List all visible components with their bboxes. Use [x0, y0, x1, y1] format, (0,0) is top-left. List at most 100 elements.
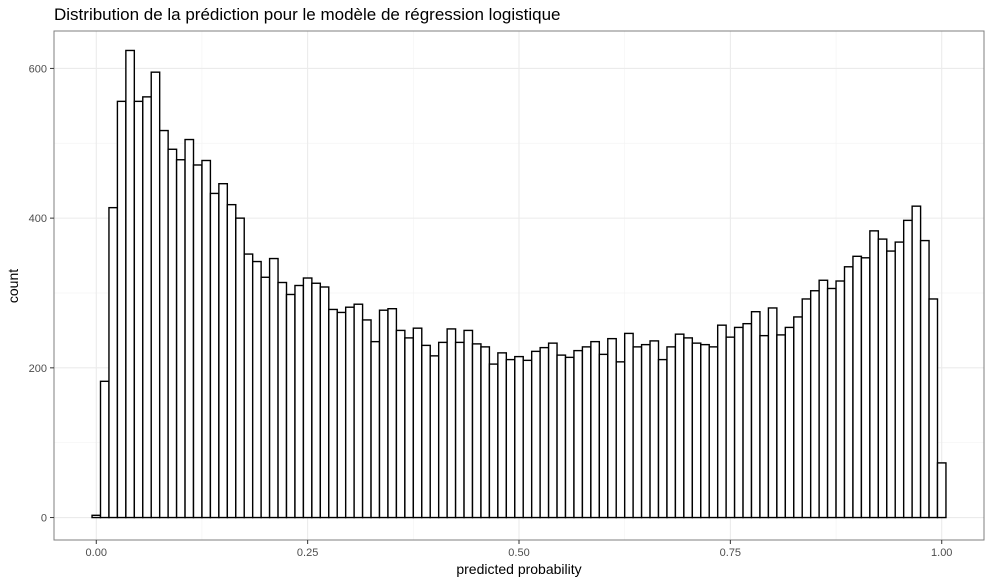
histogram-bar — [674, 333, 685, 519]
histogram-bar — [285, 293, 296, 519]
histogram-bar — [404, 337, 415, 519]
histogram-bar — [294, 284, 305, 519]
y-axis-title: count — [5, 269, 21, 303]
histogram-bar — [826, 287, 837, 519]
histogram-bar — [142, 96, 152, 519]
histogram-bar — [218, 182, 229, 519]
histogram-bar — [116, 100, 127, 519]
histogram-bar — [243, 253, 254, 519]
histogram-bar — [607, 337, 617, 519]
histogram-bar — [133, 100, 144, 519]
histogram-bar — [902, 219, 913, 519]
histogram-bar — [522, 359, 533, 519]
histogram-bar — [175, 159, 186, 519]
histogram-bar — [725, 336, 736, 519]
histogram-bar — [843, 266, 854, 519]
x-tick-label: 0.50 — [508, 547, 529, 559]
histogram-bar — [378, 309, 389, 519]
histogram-bar — [759, 334, 770, 519]
histogram-bar — [928, 298, 939, 519]
histogram-bar — [632, 346, 643, 519]
chart-title: Distribution de la prédiction pour le mo… — [54, 5, 561, 24]
histogram-bar — [700, 343, 710, 519]
y-tick-label: 400 — [29, 213, 47, 225]
histogram-bar — [860, 257, 871, 519]
histogram-bar — [361, 319, 372, 519]
histogram-bar — [463, 329, 474, 519]
histogram-bar — [91, 514, 102, 519]
histogram-bar — [683, 337, 694, 519]
histogram-bar — [894, 241, 905, 519]
histogram-bar — [268, 257, 279, 519]
histogram-bar — [209, 192, 220, 519]
histogram-bar — [201, 159, 212, 519]
histogram-bar — [666, 346, 677, 519]
x-tick-label: 0.00 — [86, 547, 107, 559]
histogram-bar — [615, 361, 626, 519]
histogram-bar — [750, 310, 761, 519]
histogram-bar — [192, 164, 203, 519]
histogram-bar — [936, 462, 947, 519]
histogram-bar — [556, 354, 567, 519]
histogram-bar — [471, 343, 482, 519]
histogram-bar — [530, 350, 541, 519]
histogram-bar — [184, 138, 195, 519]
histogram-bar — [649, 340, 660, 519]
histogram-bar — [539, 346, 550, 519]
histogram-bar — [708, 346, 719, 519]
x-tick-label: 1.00 — [931, 547, 952, 559]
histogram-bar — [640, 343, 651, 519]
histogram-bar — [150, 71, 161, 519]
histogram-bar — [877, 238, 888, 519]
histogram-bar — [158, 129, 169, 519]
x-tick-label: 0.25 — [297, 547, 318, 559]
histogram-bar — [818, 279, 829, 519]
histogram-bar — [412, 327, 423, 519]
histogram-bar — [505, 358, 516, 519]
histogram-bar — [776, 334, 787, 519]
histogram-bar — [809, 290, 820, 519]
histogram-bar — [497, 352, 508, 519]
histogram-bar — [370, 340, 381, 519]
histogram-bar — [784, 326, 795, 519]
histogram-bars — [91, 49, 947, 519]
histogram-bar — [328, 308, 338, 519]
histogram-bar — [226, 203, 237, 519]
histogram-bar — [488, 363, 499, 519]
histogram-bar — [590, 340, 601, 519]
histogram-bar — [691, 342, 702, 519]
histogram-bar — [454, 341, 465, 519]
histogram-bar — [564, 356, 575, 519]
histogram-bar — [793, 316, 803, 519]
histogram-bar — [623, 332, 634, 519]
histogram-bar — [480, 346, 491, 519]
histogram-bar — [801, 298, 812, 519]
histogram-bar — [598, 353, 609, 519]
histogram-bar — [657, 358, 668, 519]
histogram-bar — [581, 346, 592, 519]
y-tick-label: 200 — [29, 363, 47, 375]
histogram-bar — [446, 328, 457, 519]
histogram-bar — [852, 255, 863, 519]
histogram-bar — [395, 329, 406, 519]
histogram-bar — [547, 342, 558, 519]
histogram-bar — [336, 311, 347, 519]
histogram-bar — [886, 250, 896, 519]
histogram-bar — [353, 303, 364, 519]
histogram-bar — [260, 276, 271, 519]
histogram-bar — [767, 307, 778, 519]
histogram-bar — [344, 306, 355, 519]
y-tick-label: 0 — [41, 513, 47, 525]
histogram-bar — [437, 341, 448, 519]
histogram-bar — [429, 355, 440, 519]
histogram-bar — [251, 260, 262, 519]
histogram-bar — [99, 380, 110, 519]
histogram-bar — [742, 322, 753, 519]
histogram-bar — [869, 230, 880, 519]
histogram-bar — [319, 286, 330, 519]
histogram-bar — [125, 49, 136, 519]
x-tick-label: 0.75 — [720, 547, 741, 559]
histogram-bar — [716, 324, 727, 519]
histogram-bar — [108, 206, 119, 519]
